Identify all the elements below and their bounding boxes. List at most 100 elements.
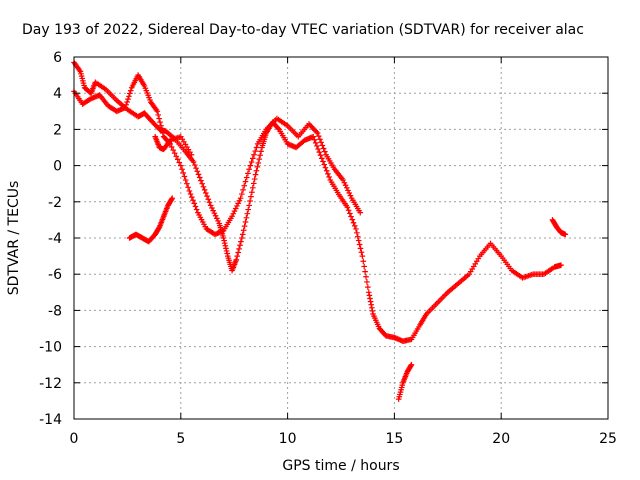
data-point (223, 248, 230, 254)
data-point (314, 143, 320, 149)
data-point (170, 147, 176, 153)
data-point (242, 219, 249, 225)
data-point (171, 150, 178, 156)
chart-title: Day 193 of 2022, Sidereal Day-to-day VTE… (22, 22, 584, 38)
data-point (173, 153, 180, 160)
data-point (254, 164, 261, 170)
data-point (558, 262, 564, 268)
x-axis-label: GPS time / hours (282, 458, 399, 474)
y-tick-label: 2 (53, 122, 62, 138)
data-point (258, 148, 264, 155)
data-point (127, 87, 134, 94)
data-point (229, 213, 235, 220)
data-point (157, 119, 163, 125)
data-point (368, 301, 375, 308)
data-point (252, 171, 259, 178)
data-point (316, 149, 323, 155)
data-point (275, 125, 281, 132)
series-late-branch (395, 361, 415, 402)
data-point (234, 203, 240, 209)
data-point (358, 249, 365, 256)
x-tick-label: 15 (385, 431, 403, 447)
data-point (155, 112, 162, 118)
data-point (237, 242, 243, 249)
data-point (230, 210, 237, 217)
data-point (249, 189, 255, 196)
data-point (220, 235, 227, 241)
x-tick-label: 20 (492, 431, 510, 447)
data-point (369, 305, 375, 311)
data-point (174, 156, 181, 163)
data-point (250, 180, 257, 187)
data-point (168, 196, 175, 203)
y-tick-label: 6 (53, 50, 62, 66)
data-point (349, 216, 356, 223)
y-tick-label: -14 (39, 412, 62, 428)
data-point (251, 176, 258, 182)
data-point (245, 206, 252, 213)
x-tick-label: 10 (279, 431, 297, 447)
data-point (348, 213, 354, 220)
data-point (247, 198, 253, 204)
data-point (159, 130, 166, 136)
data-point (320, 145, 327, 152)
data-point (193, 206, 200, 213)
data-point (234, 253, 241, 259)
data-point (199, 180, 205, 187)
y-tick-label: -12 (39, 376, 62, 392)
data-point (209, 205, 215, 211)
data-point (191, 200, 198, 207)
data-point (180, 170, 187, 176)
data-point (184, 180, 190, 187)
data-point (179, 166, 185, 173)
data-point (237, 195, 244, 201)
y-tick-label: 0 (53, 159, 62, 175)
data-point (341, 179, 348, 186)
data-point (253, 167, 260, 174)
data-point (231, 208, 238, 214)
data-point (212, 212, 219, 219)
data-point (204, 193, 210, 199)
data-point (205, 196, 212, 203)
data-point (240, 227, 247, 234)
data-point (236, 246, 242, 252)
series-early-branch (126, 195, 176, 245)
data-point (256, 156, 263, 162)
data-point (203, 190, 209, 196)
data-point (214, 215, 220, 222)
data-point (248, 193, 254, 200)
data-point (190, 197, 196, 204)
data-point (408, 361, 415, 368)
data-point (312, 140, 319, 146)
x-tick-label: 5 (176, 431, 185, 447)
data-point (246, 166, 252, 173)
y-tick-label: -6 (48, 267, 62, 283)
data-point (223, 245, 229, 252)
data-point (340, 177, 346, 183)
data-point (241, 223, 248, 229)
data-point (215, 218, 221, 224)
data-point (325, 171, 331, 177)
data-point (123, 102, 129, 108)
data-point (321, 161, 328, 168)
data-point (185, 184, 191, 191)
data-point (244, 210, 251, 217)
data-point (233, 256, 240, 263)
data-point (360, 258, 367, 265)
data-point (194, 168, 201, 175)
data-point (239, 191, 245, 197)
data-point (236, 197, 243, 204)
data-point (317, 152, 324, 159)
data-point (168, 144, 175, 150)
data-point (252, 148, 259, 154)
series-middle-branch (152, 133, 195, 158)
data-points (71, 59, 569, 402)
data-point (195, 171, 202, 178)
y-tick-label: -8 (48, 303, 62, 319)
data-point (207, 202, 214, 209)
data-point (366, 292, 373, 299)
data-point (315, 146, 321, 152)
data-point (345, 187, 351, 194)
data-point (353, 226, 359, 232)
